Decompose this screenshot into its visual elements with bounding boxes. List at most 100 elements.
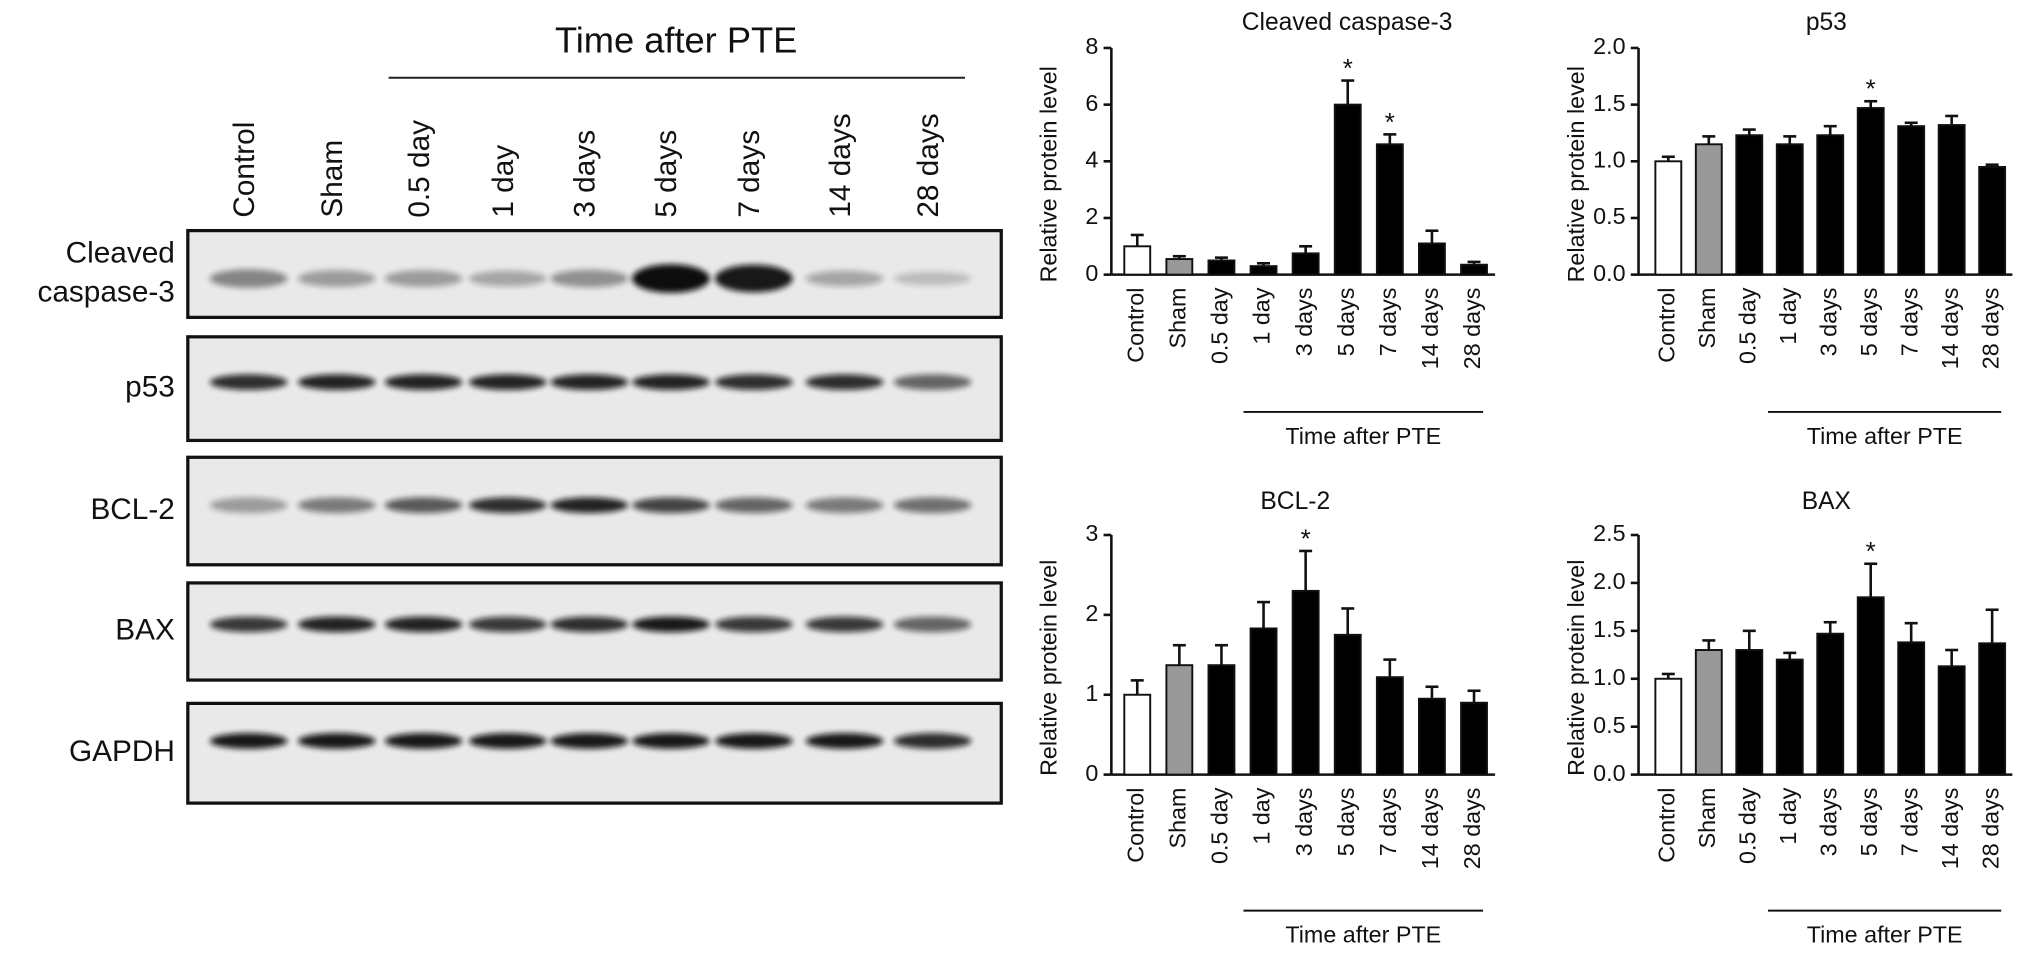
x-tick-label: 3 days — [1291, 288, 1317, 357]
row-label: caspase-3 — [37, 275, 174, 308]
blot-band — [297, 497, 376, 513]
significance-mark: * — [1343, 55, 1353, 83]
significance-mark: * — [1301, 525, 1311, 553]
y-tick-label: 1 — [1085, 680, 1098, 706]
bar — [1460, 701, 1488, 776]
blot-panel — [186, 701, 1003, 805]
bar — [1165, 664, 1194, 776]
row-label: Cleaved — [66, 236, 175, 269]
blot-band — [550, 497, 629, 513]
bar — [1856, 107, 1885, 276]
y-tick-label: 2 — [1085, 203, 1098, 229]
bar — [1735, 134, 1764, 276]
blot-band — [209, 374, 288, 390]
y-tick-label: 3 — [1085, 520, 1098, 546]
row-label: BAX — [115, 613, 175, 646]
y-tick-label: 8 — [1085, 33, 1098, 59]
blot-band — [805, 497, 884, 513]
x-tick-label: 0.5 day — [1207, 287, 1233, 364]
chart-title: Cleaved caspase-3 — [1242, 9, 1453, 36]
bar — [1123, 245, 1152, 276]
y-tick-label: 1.0 — [1593, 146, 1625, 172]
blot-band — [632, 264, 710, 293]
blot-band — [468, 733, 547, 749]
x-tick-label: 1 day — [1775, 787, 1801, 844]
x-tick-label: Control — [1122, 288, 1148, 363]
bar — [1856, 596, 1885, 776]
bar — [1978, 642, 2007, 776]
blot-band — [632, 616, 710, 633]
blot-band — [297, 733, 376, 749]
x-axis-label: Time after PTE — [1807, 922, 1963, 948]
significance-mark: * — [1866, 538, 1876, 566]
x-tick-label: Control — [1653, 788, 1679, 863]
blot-band — [893, 271, 972, 286]
lane-label: 0.5 day — [403, 120, 436, 218]
chart-title: BCL-2 — [1260, 488, 1330, 515]
blot-band — [550, 616, 629, 633]
x-tick-label: 7 days — [1375, 288, 1401, 357]
y-tick-label: 0.0 — [1593, 260, 1625, 286]
x-tick-label: 14 days — [1417, 288, 1443, 370]
y-tick-label: 0.5 — [1593, 203, 1625, 229]
y-tick-label: 2.5 — [1593, 520, 1625, 546]
blot-band — [384, 497, 463, 513]
bar — [1654, 160, 1683, 276]
blot-band — [805, 733, 884, 749]
blot-band — [714, 733, 793, 749]
blot-band — [632, 733, 710, 749]
blot-band — [209, 733, 288, 749]
x-axis-label: Time after PTE — [1285, 922, 1441, 948]
y-tick-label: 0 — [1085, 760, 1098, 786]
blot-band — [384, 374, 463, 390]
bar — [1291, 252, 1320, 276]
y-tick-label: 2.0 — [1593, 568, 1625, 594]
x-tick-label: 1 day — [1249, 287, 1275, 344]
bar — [1775, 658, 1804, 776]
y-tick-label: 6 — [1085, 90, 1098, 116]
chart-title: p53 — [1806, 9, 1847, 36]
significance-mark: * — [1385, 109, 1395, 137]
bar — [1249, 627, 1278, 776]
x-tick-label: 7 days — [1896, 288, 1922, 357]
bar — [1207, 664, 1236, 776]
bar — [1816, 134, 1845, 276]
y-tick-label: 2.0 — [1593, 33, 1625, 59]
y-tick-label: 1.0 — [1593, 664, 1625, 690]
bar — [1291, 589, 1320, 776]
bar — [1333, 103, 1362, 276]
bar — [1207, 259, 1236, 276]
y-tick-label: 2 — [1085, 600, 1098, 626]
bar — [1897, 125, 1926, 276]
x-tick-label: 3 days — [1291, 788, 1317, 857]
bar — [1418, 242, 1446, 276]
x-tick-label: 7 days — [1896, 788, 1922, 857]
bar — [1816, 632, 1845, 776]
blot-band — [893, 733, 972, 749]
blot-band — [209, 616, 288, 633]
blot-band — [297, 374, 376, 390]
y-axis-label: Relative protein level — [1563, 560, 1589, 776]
blot-band — [805, 374, 884, 390]
y-tick-label: 0 — [1085, 260, 1098, 286]
blot-band — [714, 264, 793, 293]
x-tick-label: 3 days — [1815, 288, 1841, 357]
bar — [1978, 165, 2007, 276]
blot-band — [209, 269, 288, 288]
blot-band — [714, 374, 793, 390]
blot-band — [714, 497, 793, 513]
blot-band — [893, 374, 972, 390]
chart-title: BAX — [1802, 488, 1851, 515]
x-tick-label: 28 days — [1459, 288, 1485, 370]
x-tick-label: 14 days — [1417, 788, 1443, 870]
y-tick-label: 0.0 — [1593, 760, 1625, 786]
y-tick-label: 1.5 — [1593, 616, 1625, 642]
bar — [1694, 143, 1723, 276]
blot-band — [384, 733, 463, 749]
blot-band — [468, 270, 547, 287]
blot-band — [468, 374, 547, 390]
x-tick-label: Control — [1653, 288, 1679, 363]
y-axis-label: Relative protein level — [1563, 66, 1589, 282]
x-tick-label: Control — [1122, 788, 1148, 863]
y-axis-label: Relative protein level — [1036, 560, 1062, 776]
